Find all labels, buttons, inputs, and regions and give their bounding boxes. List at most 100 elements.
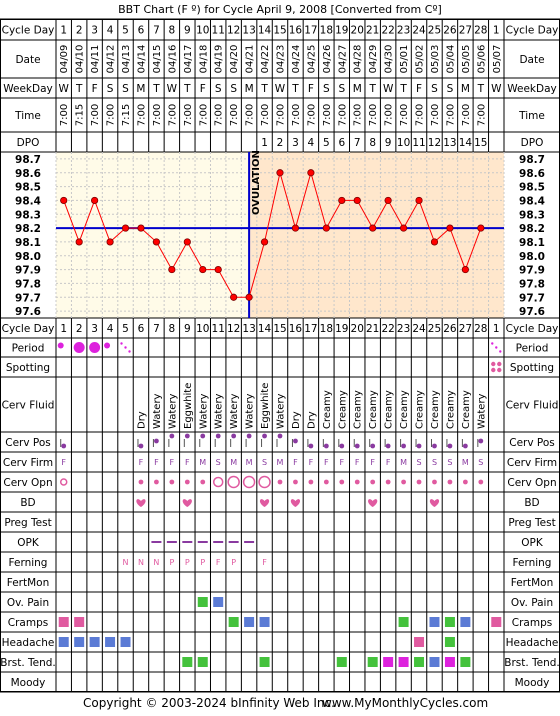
row-label-left: Time (14, 110, 41, 122)
time-value: 7:00 (306, 104, 317, 126)
cerv-opn-mark (385, 479, 391, 485)
cycle-day: 3 (91, 25, 98, 37)
dpo-value: 3 (292, 137, 299, 149)
row-label-left: Headache (2, 637, 55, 649)
row-label-right: Cerv Firm (507, 457, 557, 469)
date-value: 04/23 (276, 45, 287, 74)
cycle-day: 20 (351, 25, 364, 37)
cycle-day: 14 (258, 25, 272, 37)
cerv-firm-value: F (339, 458, 344, 467)
cerv-firm-value: S (216, 458, 221, 467)
headache-mark (444, 637, 455, 647)
weekday: M (461, 83, 470, 95)
date-value: 05/05 (461, 45, 472, 74)
y-tick-right: 97.7 (519, 292, 545, 304)
cerv-pos-mark (277, 433, 283, 439)
period-mark (104, 342, 111, 349)
cerv-fluid-value: Creamy (430, 390, 441, 429)
dpo-value: 10 (397, 137, 410, 149)
cerv-pos-mark (61, 443, 67, 449)
weekday: M (353, 83, 362, 95)
row-label-left: Cramps (8, 617, 48, 629)
cerv-fluid-value: Watery (214, 393, 225, 429)
time-value: 7:00 (260, 104, 271, 126)
cerv-firm-value: F (185, 458, 190, 467)
temperature-point (276, 169, 284, 177)
weekday: T (399, 83, 407, 95)
date-value: 04/30 (384, 45, 395, 74)
bd-heart (368, 499, 378, 507)
cerv-pos-mark (416, 443, 422, 449)
row-label-left: Date (15, 54, 40, 66)
cycle-day: 17 (304, 323, 317, 335)
cramps-mark (74, 617, 85, 627)
time-value: 7:00 (291, 104, 302, 126)
row-label-right: Cycle Day (506, 323, 559, 335)
cycle-day: 9 (184, 323, 191, 335)
chart-title: BBT Chart (F º) for Cycle April 9, 2008 … (118, 3, 442, 16)
time-value: 7:00 (399, 104, 410, 126)
cerv-opn-mark (184, 479, 190, 485)
cerv-opn-mark (200, 479, 206, 485)
period-light-mark (499, 350, 502, 353)
date-value: 04/09 (59, 45, 70, 74)
row-label-left: Cerv Opn (3, 477, 52, 489)
weekday: T (183, 83, 191, 95)
cerv-opn-mark (154, 479, 159, 485)
cycle-day: 5 (122, 323, 129, 335)
period-light-mark (491, 342, 494, 345)
date-value: 04/12 (106, 45, 117, 74)
temperature-point (446, 224, 454, 232)
cerv-opn-mark (432, 479, 437, 485)
row-label-right: Date (519, 54, 544, 66)
brst-tend-mark (429, 657, 440, 667)
time-value: 7:00 (476, 104, 487, 126)
footer-site[interactable]: www.MyMonthlyCycles.com (322, 696, 488, 710)
row-label-left: WeekDay (3, 83, 53, 95)
period-mark (89, 342, 101, 353)
time-value: 7:00 (353, 104, 364, 126)
time-value: 7:00 (152, 104, 163, 126)
cerv-firm-value: F (61, 458, 66, 467)
ferning-value: P (169, 558, 174, 567)
row-label-right: Ov. Pain (511, 597, 553, 609)
date-value: 05/07 (492, 45, 503, 74)
spotting-mark (491, 361, 496, 367)
cerv-pos-mark (478, 438, 484, 444)
ferning-value: N (138, 558, 144, 567)
dpo-value: 11 (412, 137, 425, 149)
cerv-pos-mark (354, 443, 360, 449)
cycle-day: 23 (397, 323, 410, 335)
cerv-firm-value: S (432, 458, 437, 467)
dpo-value: 5 (323, 137, 330, 149)
row-label-right: Cycle Day (506, 25, 559, 37)
row-label-right: Period (516, 343, 549, 355)
y-tick-left: 97.6 (15, 306, 41, 318)
cerv-fluid-value: Eggwhite (260, 383, 271, 429)
cycle-day: 13 (242, 25, 255, 37)
date-value: 04/19 (214, 45, 225, 74)
weekday: T (260, 83, 268, 95)
cycle-day: 28 (474, 323, 487, 335)
cramps-mark (398, 617, 409, 627)
cycle-day: 16 (289, 25, 303, 37)
cerv-pos-mark (432, 443, 437, 449)
cramps-mark (259, 617, 270, 627)
cerv-fluid-value: Creamy (368, 390, 379, 429)
y-tick-right: 97.8 (519, 278, 545, 290)
date-value: 04/13 (121, 45, 132, 74)
dpo-value: 9 (385, 137, 392, 149)
cramps-mark (460, 617, 471, 627)
time-value: 7:00 (214, 104, 225, 126)
headache-mark (120, 637, 131, 647)
cerv-opn-mark (447, 479, 453, 485)
cycle-day: 21 (366, 323, 379, 335)
temperature-point (75, 238, 83, 246)
date-value: 04/25 (306, 45, 317, 74)
cycle-day: 6 (138, 25, 145, 37)
cerv-pos-mark (169, 433, 175, 439)
date-value: 04/18 (198, 45, 209, 74)
temperature-point (260, 238, 269, 246)
cycle-day: 7 (153, 323, 160, 335)
time-value: 7:00 (106, 104, 117, 126)
